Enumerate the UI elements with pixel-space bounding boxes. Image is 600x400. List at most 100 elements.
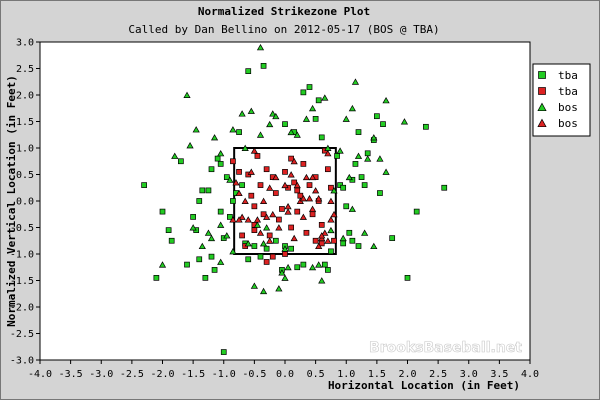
pitch-point [211, 267, 218, 273]
pitch-point [198, 242, 206, 250]
x-tick-label: 3.0 [460, 369, 478, 380]
pitch-point [342, 115, 350, 122]
legend-entry: bos [558, 117, 578, 130]
pitch-point [272, 190, 279, 196]
chart-subtitle: Called by Dan Bellino on 2012-05-17 (BOS… [128, 23, 439, 36]
pitch-point [269, 253, 276, 260]
legend-entry: tba [558, 69, 578, 82]
pitch-point [229, 126, 237, 133]
pitch-point [303, 229, 310, 236]
x-tick-label: 0.5 [307, 369, 325, 380]
pitch-point [318, 134, 325, 141]
pitch-point [306, 182, 313, 188]
pitch-point [256, 43, 265, 51]
pitch-point [263, 259, 270, 265]
pitch-point [210, 134, 219, 141]
pitch-point [178, 158, 184, 165]
y-tick-label: -1.0 [10, 250, 34, 261]
pitch-point [348, 205, 356, 212]
pitch-point [306, 84, 313, 90]
scatter-points [141, 43, 448, 355]
pitch-point [324, 237, 332, 244]
pitch-point [284, 263, 292, 271]
x-tick-label: -2.5 [120, 369, 144, 380]
pitch-point [220, 349, 227, 355]
y-tick-label: 0.5 [16, 170, 34, 181]
pitch-point [278, 269, 286, 276]
pitch-point [340, 240, 347, 247]
legend-marker [537, 102, 547, 112]
pitch-point [207, 234, 216, 242]
pitch-point [345, 173, 353, 181]
pitch-point [324, 149, 332, 157]
pitch-point [351, 78, 360, 85]
legend-entry: bos [558, 101, 578, 114]
pitch-point [300, 161, 307, 167]
pitch-point [377, 190, 383, 196]
pitch-point [245, 68, 252, 75]
y-tick-label: -1.5 [10, 276, 34, 287]
pitch-point [300, 261, 307, 268]
pitch-point [247, 168, 255, 175]
pitch-point [263, 213, 271, 220]
pitch-point [192, 126, 200, 133]
pitch-point [290, 157, 298, 165]
pitch-point [259, 197, 268, 204]
pitch-point [288, 245, 294, 252]
pitch-point [308, 104, 317, 112]
pitch-point [281, 245, 289, 252]
pitch-point [141, 182, 147, 188]
pitch-point [260, 62, 267, 69]
pitch-point [312, 115, 319, 122]
pitch-point [321, 229, 329, 236]
pitch-point [168, 237, 175, 244]
pitch-point [229, 248, 237, 255]
y-tick-label: -0.5 [10, 223, 34, 234]
pitch-point [325, 166, 331, 173]
pitch-point [241, 144, 249, 151]
pitch-point [413, 208, 420, 215]
x-tick-label: 2.0 [398, 369, 416, 380]
pitch-point [321, 261, 328, 268]
pitch-point [165, 227, 172, 233]
pitch-point [186, 142, 194, 149]
pitch-point [232, 179, 240, 186]
pitch-point [340, 184, 347, 191]
legend-marker [537, 118, 547, 128]
pitch-point [272, 237, 279, 244]
pitch-point [343, 203, 350, 210]
pitch-point [282, 251, 288, 257]
pitch-point [346, 229, 353, 236]
pitch-point [352, 161, 359, 167]
x-tick-label: 1.0 [337, 369, 355, 380]
pitch-point [282, 121, 288, 128]
pitch-point [404, 275, 411, 281]
pitch-point [299, 213, 307, 220]
pitch-point [259, 240, 268, 247]
pitch-point [205, 187, 212, 194]
pitch-point [328, 248, 334, 255]
x-tick-label: -0.5 [242, 369, 266, 380]
x-tick-label: 4.0 [521, 369, 539, 380]
pitch-point [236, 129, 242, 135]
watermark: BrooksBaseball.net [369, 340, 522, 356]
pitch-point [339, 234, 347, 242]
pitch-point [309, 211, 316, 218]
legend-marker [538, 71, 546, 79]
pitch-point [302, 173, 311, 181]
pitch-point [250, 282, 258, 289]
pitch-point [334, 153, 340, 159]
pitch-point [223, 174, 230, 180]
pitch-point [236, 169, 242, 175]
pitch-point [266, 237, 274, 244]
y-tick-label: -2.0 [10, 303, 34, 314]
pitch-point [374, 113, 380, 120]
pitch-point [315, 242, 323, 250]
pitch-point [248, 192, 255, 199]
pitch-point [300, 89, 307, 96]
pitch-point [217, 149, 225, 157]
pitch-point [217, 208, 224, 215]
pitch-point [358, 174, 365, 180]
pitch-point [230, 198, 236, 204]
